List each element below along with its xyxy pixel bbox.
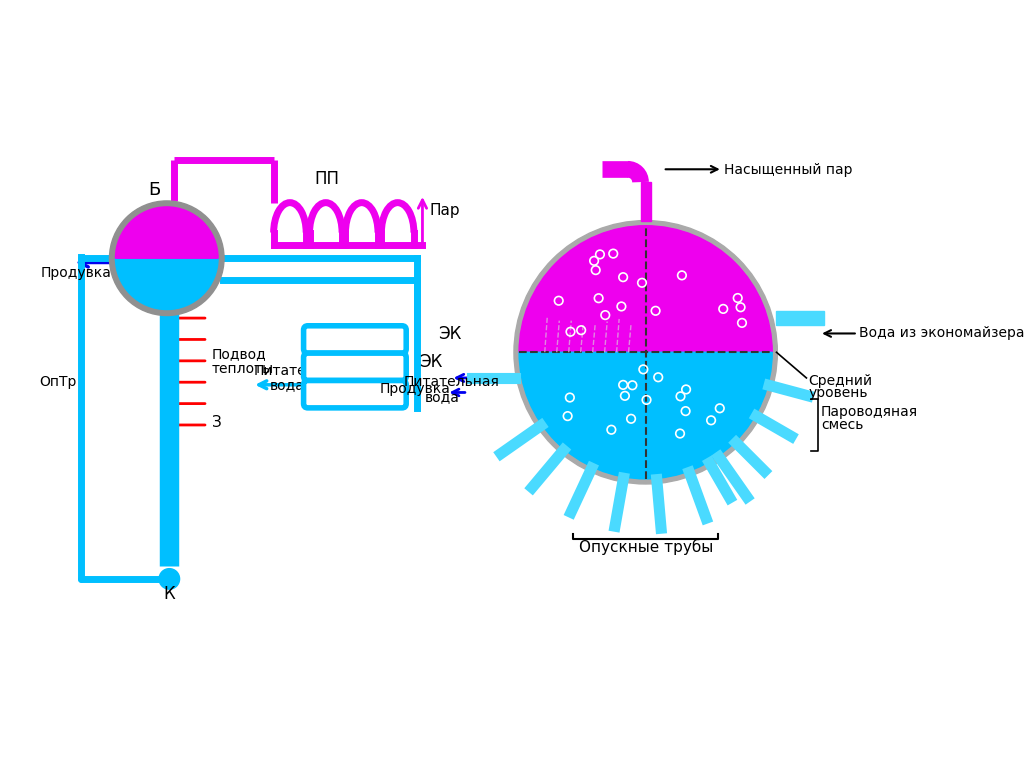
FancyBboxPatch shape [303, 326, 407, 353]
Text: Питательная: Питательная [254, 364, 350, 377]
Text: вода: вода [425, 390, 460, 404]
Bar [641, 182, 651, 221]
Wedge shape [519, 352, 772, 479]
Text: вода: вода [269, 378, 304, 392]
Text: уровень: уровень [808, 386, 867, 400]
Text: Продувка: Продувка [40, 266, 112, 280]
Circle shape [159, 568, 179, 589]
FancyBboxPatch shape [303, 380, 407, 408]
Wedge shape [116, 207, 218, 258]
Text: Б: Б [147, 181, 160, 199]
Text: З: З [212, 415, 222, 430]
Text: Продувка: Продувка [380, 382, 451, 397]
Wedge shape [116, 258, 218, 310]
Bar [776, 311, 823, 325]
Circle shape [514, 221, 777, 484]
Text: Вода из экономайзера: Вода из экономайзера [859, 326, 1024, 340]
Text: Питательная: Питательная [403, 376, 500, 390]
Text: ОпТр: ОпТр [40, 376, 77, 390]
FancyBboxPatch shape [303, 353, 407, 380]
Text: Пароводяная: Пароводяная [821, 406, 919, 420]
Text: Насыщенный пар: Насыщенный пар [724, 163, 853, 176]
Text: смесь: смесь [821, 418, 863, 433]
Text: К: К [164, 585, 175, 604]
Text: ЭК: ЭК [419, 353, 442, 370]
Circle shape [110, 201, 224, 315]
Text: Подвод: Подвод [212, 347, 267, 361]
Text: ЭК: ЭК [438, 325, 461, 344]
Text: Пар: Пар [429, 203, 460, 219]
Text: Средний: Средний [808, 374, 872, 388]
Text: ПП: ПП [314, 170, 339, 188]
Wedge shape [519, 225, 772, 352]
Text: теплоты: теплоты [212, 362, 274, 376]
Text: Опускные трубы: Опускные трубы [579, 538, 713, 555]
